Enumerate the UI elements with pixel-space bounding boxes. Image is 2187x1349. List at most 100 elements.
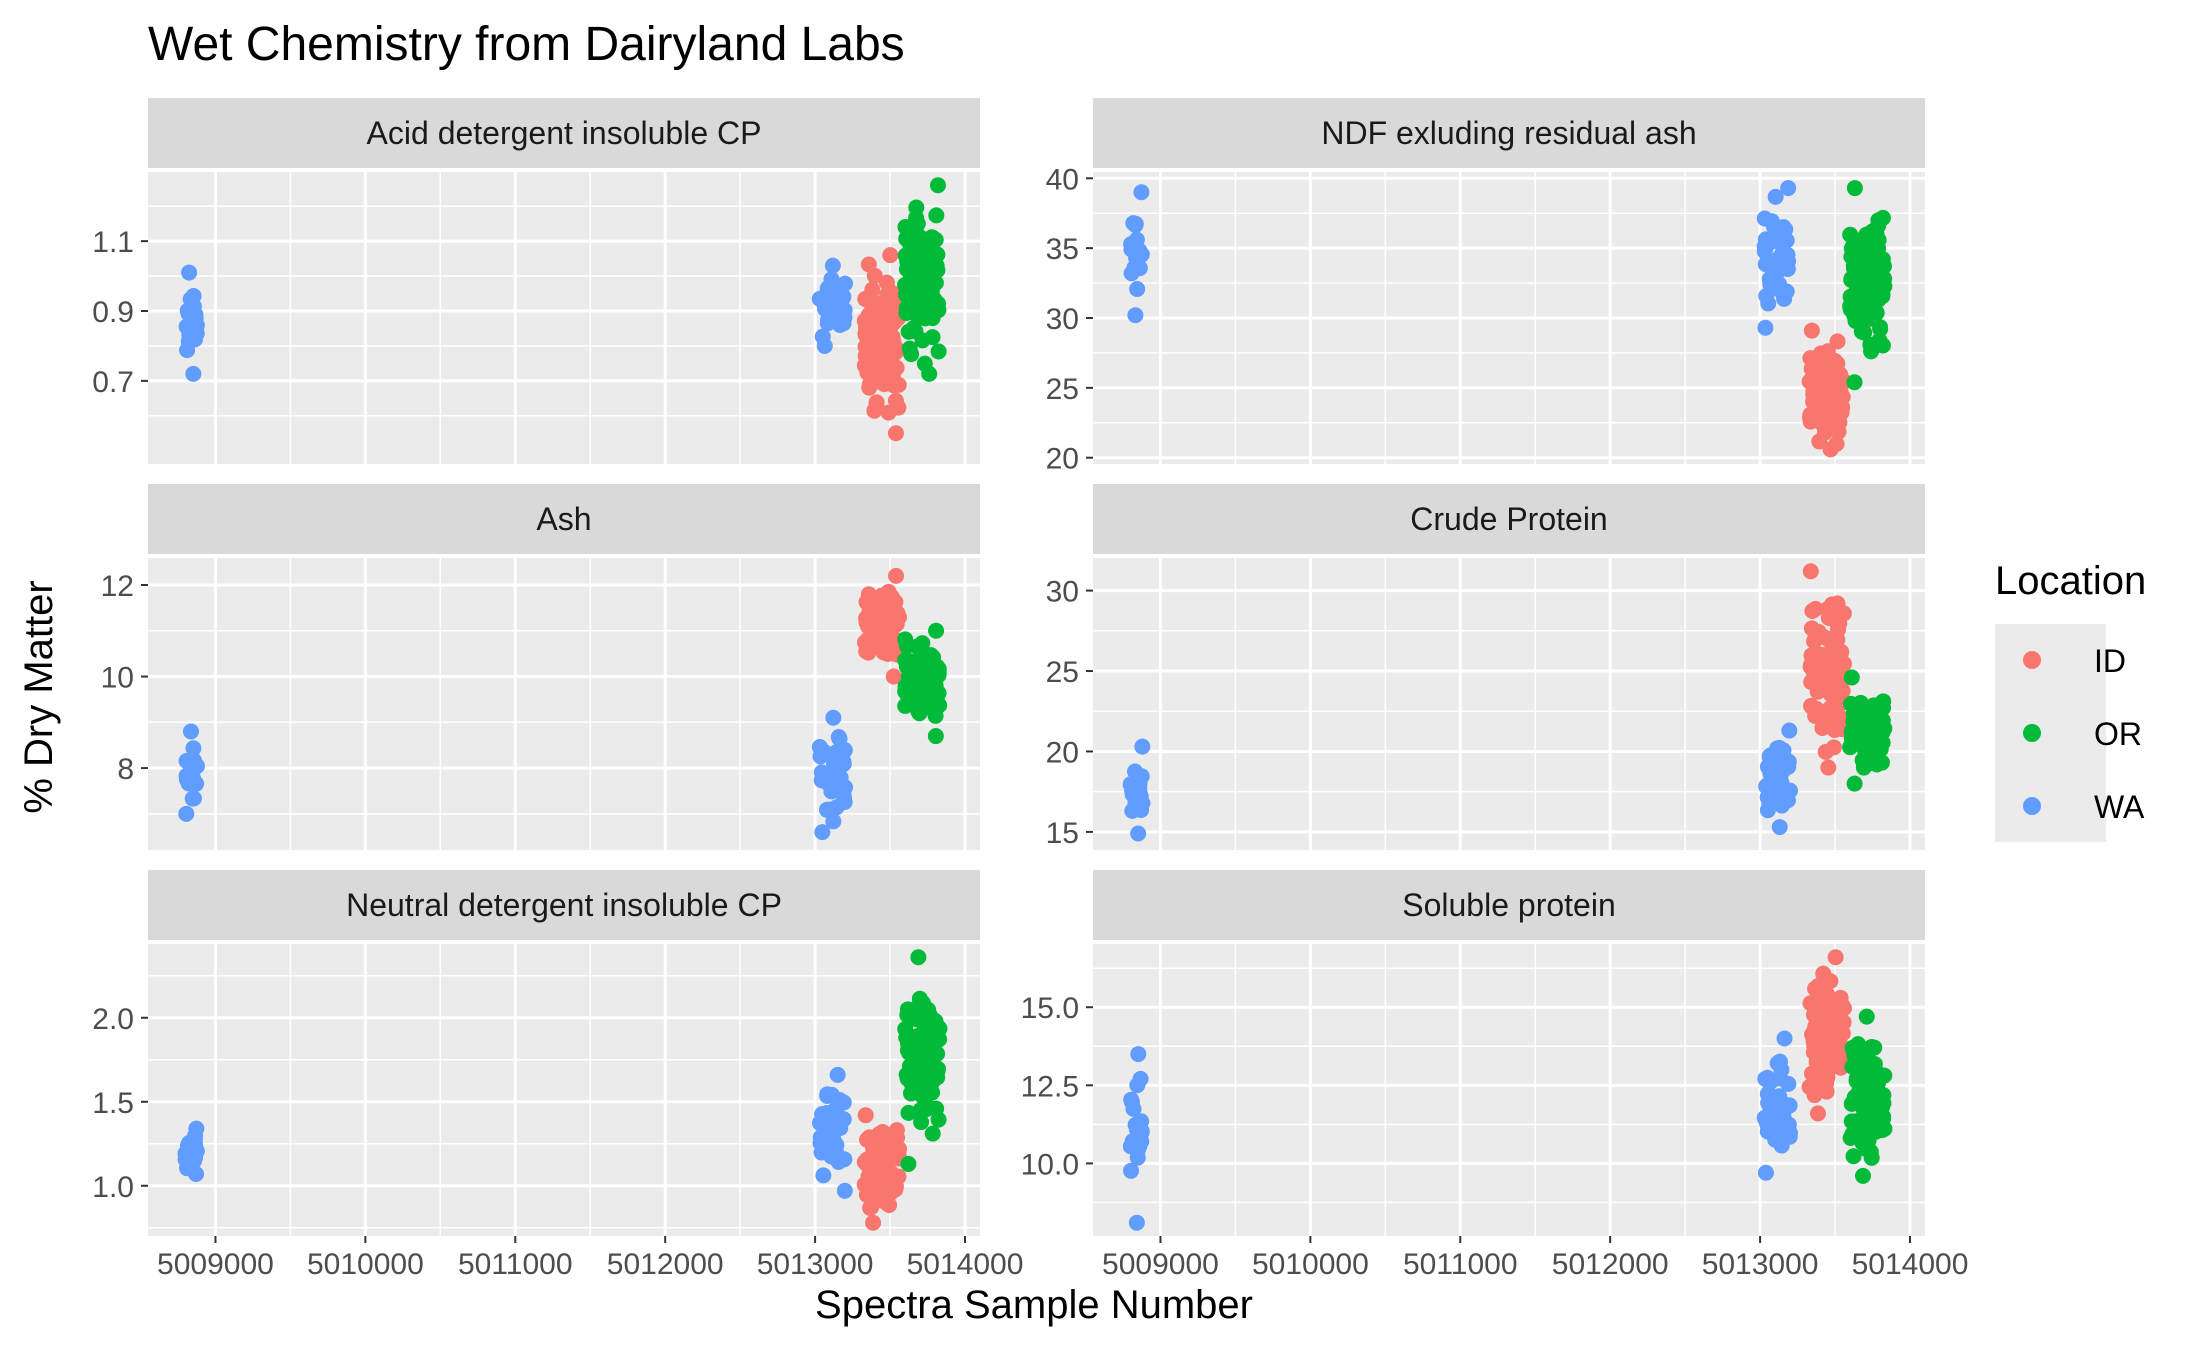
data-point-wa — [185, 365, 202, 382]
y-tick-label: 40 — [1046, 163, 1079, 196]
data-point-wa — [1776, 1030, 1793, 1047]
data-point-id — [878, 274, 895, 291]
facet-strip — [148, 870, 980, 940]
data-point-wa — [1133, 1113, 1150, 1130]
data-point-or — [919, 251, 936, 268]
data-point-or — [911, 705, 928, 722]
data-point-wa — [1123, 1091, 1140, 1108]
data-point-or — [1874, 1108, 1891, 1125]
data-point-wa — [1764, 1091, 1781, 1108]
data-point-id — [879, 645, 896, 662]
data-point-id — [1811, 433, 1828, 450]
facet-strip — [148, 484, 980, 554]
data-point-wa — [825, 709, 842, 726]
data-point-wa — [812, 1129, 829, 1146]
data-point-id — [868, 328, 885, 345]
data-point-id — [1829, 355, 1846, 372]
data-point-or — [930, 1111, 947, 1128]
y-tick-label: 10.0 — [1021, 1148, 1079, 1181]
data-point-or — [900, 695, 917, 712]
x-tick-label: 5013000 — [757, 1248, 874, 1281]
data-point-wa — [184, 790, 201, 807]
data-point-id — [1813, 350, 1830, 367]
data-point-id — [875, 1142, 892, 1159]
data-point-wa — [1780, 180, 1797, 197]
data-point-or — [1874, 734, 1891, 751]
data-point-or — [1858, 1008, 1875, 1025]
y-tick-label: 30 — [1046, 303, 1079, 336]
data-point-or — [1859, 296, 1876, 313]
data-point-or — [930, 664, 947, 681]
x-tick-label: 5010000 — [307, 1248, 424, 1281]
data-point-wa — [1133, 184, 1150, 201]
data-point-id — [859, 642, 876, 659]
data-point-wa — [1764, 786, 1781, 803]
data-point-id — [868, 394, 885, 411]
data-point-or — [1845, 1113, 1862, 1130]
data-point-id — [861, 379, 878, 396]
data-point-wa — [814, 1106, 831, 1123]
facet-strip-label: Crude Protein — [1410, 501, 1607, 537]
data-point-wa — [815, 770, 832, 787]
data-point-or — [1845, 1148, 1862, 1165]
data-point-wa — [824, 257, 841, 274]
data-point-wa — [1127, 307, 1144, 324]
data-point-or — [1866, 1121, 1883, 1138]
y-tick-label: 25 — [1046, 656, 1079, 689]
data-point-or — [1846, 180, 1863, 197]
data-point-or — [913, 1114, 930, 1131]
data-point-id — [1802, 563, 1819, 580]
data-point-or — [916, 355, 933, 372]
data-point-or — [1846, 775, 1863, 792]
data-point-or — [899, 278, 916, 295]
facet-strip-label: Acid detergent insoluble CP — [367, 115, 762, 151]
data-point-or — [900, 1006, 917, 1023]
facet-panels: Acid detergent insoluble CP 0.7 0.9 1.1 NDF … — [92, 98, 1968, 1281]
y-tick-label: 1.0 — [92, 1171, 134, 1204]
chart-title: Wet Chemistry from Dairyland Labs — [148, 18, 905, 71]
data-point-wa — [1757, 319, 1774, 336]
data-point-id — [1813, 1065, 1830, 1082]
data-point-wa — [837, 275, 854, 292]
facet-panel: Soluble protein 5009000 5010000 5011000 5012… — [1021, 870, 1968, 1281]
data-point-id — [888, 567, 905, 584]
data-point-wa — [1759, 1116, 1776, 1133]
data-point-id — [1827, 999, 1844, 1016]
data-point-or — [1863, 274, 1880, 291]
data-point-id — [858, 594, 875, 611]
facet-strip-label: Neutral detergent insoluble CP — [346, 887, 782, 923]
data-point-or — [1846, 374, 1863, 391]
data-point-or — [900, 1155, 917, 1172]
data-point-id — [866, 267, 883, 284]
data-point-wa — [818, 801, 835, 818]
data-point-or — [1875, 1095, 1892, 1112]
data-point-or — [930, 302, 947, 319]
data-point-id — [1828, 435, 1845, 452]
data-point-wa — [1781, 1128, 1798, 1145]
data-point-id — [860, 312, 877, 329]
data-point-or — [927, 728, 944, 745]
data-point-or — [930, 343, 947, 360]
x-tick-label: 5009000 — [157, 1248, 274, 1281]
data-point-or — [1873, 710, 1890, 727]
data-point-id — [861, 1184, 878, 1201]
data-point-wa — [1777, 790, 1794, 807]
x-tick-label: 5012000 — [607, 1248, 724, 1281]
data-point-wa — [1781, 722, 1798, 739]
data-point-id — [1830, 423, 1847, 440]
data-point-wa — [1759, 1069, 1776, 1086]
data-point-id — [1818, 681, 1835, 698]
data-point-id — [1817, 368, 1834, 385]
data-point-or — [898, 220, 915, 237]
data-point-id — [1810, 381, 1827, 398]
data-point-id — [865, 358, 882, 375]
data-point-id — [877, 1189, 894, 1206]
data-point-id — [1803, 322, 1820, 339]
data-point-id — [1827, 1046, 1844, 1063]
legend-key-or — [2023, 724, 2041, 742]
data-point-id — [1814, 657, 1831, 674]
data-point-id — [890, 376, 907, 393]
data-point-wa — [1781, 1097, 1798, 1114]
data-point-or — [1845, 713, 1862, 730]
data-point-wa — [183, 1150, 200, 1167]
